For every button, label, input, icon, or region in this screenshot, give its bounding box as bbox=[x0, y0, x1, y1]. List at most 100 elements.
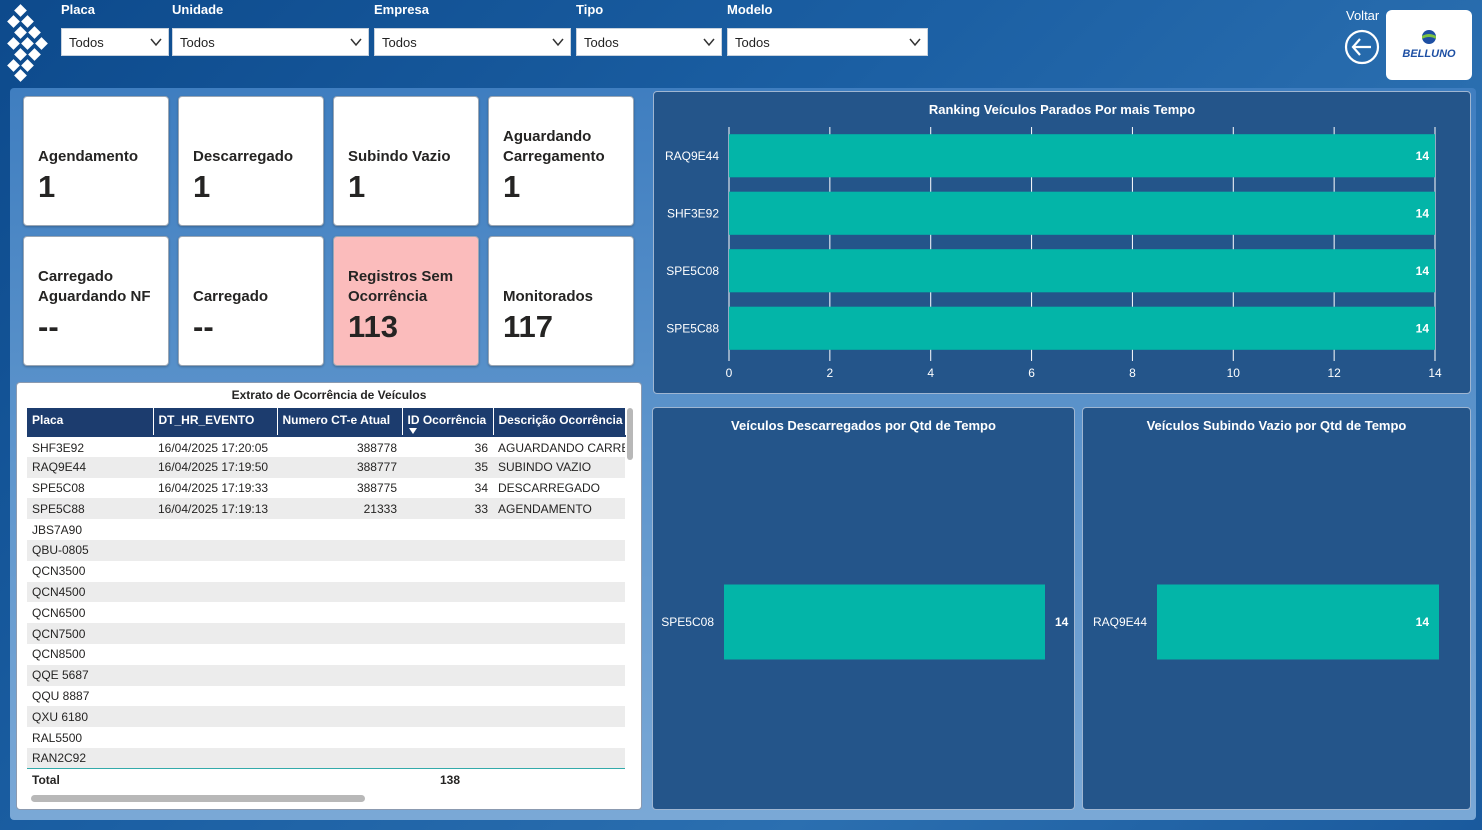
kpi-title: Descarregado bbox=[193, 148, 294, 165]
table-row[interactable]: QBU-0805 bbox=[27, 539, 625, 561]
table-cell bbox=[402, 747, 493, 769]
table-row[interactable]: SPE5C88 16/04/2025 17:19:13 21333 33 AGENDAM… bbox=[27, 498, 625, 520]
back-arrow-icon[interactable] bbox=[1343, 28, 1381, 66]
table-cell bbox=[277, 747, 402, 769]
y-category-label: SPE5C88 bbox=[666, 321, 719, 335]
table-cell bbox=[402, 519, 493, 540]
bar bbox=[729, 191, 1435, 235]
col-header-id-ocorrencia[interactable]: ID Ocorrência bbox=[402, 408, 494, 436]
col-header-placa[interactable]: Placa bbox=[27, 408, 154, 436]
kpi-descarregado[interactable]: Descarregado 1 bbox=[178, 96, 324, 226]
dropdown-value: Todos bbox=[180, 35, 215, 50]
table-row[interactable]: RAQ9E44 16/04/2025 17:19:50 388777 35 SUBIND… bbox=[27, 456, 625, 478]
table-row[interactable]: SPE5C08 16/04/2025 17:19:33 388775 34 DESCAR… bbox=[27, 478, 625, 499]
table-cell bbox=[153, 727, 277, 748]
table-cell bbox=[277, 664, 402, 686]
table-cell bbox=[277, 686, 402, 707]
dropdown-value: Todos bbox=[584, 35, 619, 50]
table-cell bbox=[402, 581, 493, 603]
kpi-title: Carregado bbox=[193, 288, 269, 305]
table-row[interactable]: QCN3500 bbox=[27, 561, 625, 582]
kpi-carregado-aguardando-nf[interactable]: Carregado Aguardando NF -- bbox=[23, 236, 169, 366]
kpi-title: Monitorados bbox=[503, 288, 593, 305]
dropdown-value: Todos bbox=[735, 35, 770, 50]
modelo-dropdown[interactable]: Todos bbox=[727, 28, 928, 56]
table-cell: 21333 bbox=[277, 498, 402, 520]
descarregados-chart-card: Veículos Descarregados por Qtd de Tempo … bbox=[652, 407, 1075, 810]
tipo-dropdown[interactable]: Todos bbox=[576, 28, 722, 56]
table-cell: QCN7500 bbox=[27, 623, 153, 644]
table-row[interactable]: QQE 5687 bbox=[27, 664, 625, 686]
table-cell: QCN6500 bbox=[32, 605, 86, 620]
filter-placa: Placa Todos bbox=[61, 2, 169, 56]
table-row[interactable]: QQU 8887 bbox=[27, 686, 625, 707]
kpi-registros-sem-ocorrencia[interactable]: Registros Sem Ocorrência 113 bbox=[333, 236, 479, 366]
table-row[interactable]: SHF3E92 16/04/2025 17:20:05 388778 36 AGUARD… bbox=[27, 435, 625, 457]
table-cell bbox=[153, 581, 277, 603]
table-cell bbox=[493, 664, 625, 686]
kpi-value: 113 bbox=[348, 309, 399, 344]
col-header-label: ID Ocorrência bbox=[407, 413, 487, 427]
ranking-chart-card: Ranking Veículos Parados Por mais Tempo … bbox=[653, 91, 1471, 394]
data-label: 14 bbox=[1416, 149, 1430, 163]
table-row[interactable]: QXU 6180 bbox=[27, 706, 625, 728]
x-tick-label: 0 bbox=[726, 366, 733, 380]
table-row[interactable]: RAN2C92 bbox=[27, 747, 625, 769]
table-cell bbox=[153, 686, 277, 707]
filter-label: Tipo bbox=[576, 2, 604, 17]
table-row[interactable]: QCN4500 bbox=[27, 581, 625, 603]
kpi-title: Registros Sem Ocorrência bbox=[348, 268, 454, 305]
table-cell: 388777 bbox=[277, 456, 402, 478]
table-row[interactable]: QCN7500 bbox=[27, 623, 625, 644]
kpi-aguardando-carregamento[interactable]: Aguardando Carregamento 1 bbox=[488, 96, 634, 226]
unidade-dropdown[interactable]: Todos bbox=[172, 28, 369, 56]
table-cell bbox=[493, 747, 625, 769]
filter-label: Modelo bbox=[727, 2, 773, 17]
chevron-down-icon bbox=[150, 38, 162, 47]
table-row[interactable]: QCN6500 bbox=[27, 602, 625, 623]
table-cell bbox=[493, 686, 625, 707]
vertical-scrollbar[interactable] bbox=[627, 408, 633, 460]
table-cell: 16/04/2025 17:19:50 bbox=[153, 456, 277, 478]
occurrence-table-card: Extrato de Ocorrência de Veículos Placa … bbox=[16, 382, 642, 810]
kpi-value: 117 bbox=[503, 309, 554, 344]
col-header-numero-cte[interactable]: Numero CT-e Atual bbox=[277, 408, 403, 436]
kpi-carregado[interactable]: Carregado -- bbox=[178, 236, 324, 366]
kpi-monitorados[interactable]: Monitorados 117 bbox=[488, 236, 634, 366]
table-cell: SHF3E92 bbox=[27, 435, 153, 457]
empresa-dropdown[interactable]: Todos bbox=[374, 28, 571, 56]
occurrence-table: Placa DT_HR_EVENTO Numero CT-e Atual ID … bbox=[27, 408, 626, 791]
table-cell: 16/04/2025 17:20:05 bbox=[153, 435, 277, 457]
total-empty bbox=[277, 768, 402, 791]
y-category-label: RAQ9E44 bbox=[1093, 615, 1147, 629]
col-header-dt-hr-evento[interactable]: DT_HR_EVENTO bbox=[153, 408, 278, 436]
table-row[interactable]: QCN8500 bbox=[27, 644, 625, 665]
kpi-title: Aguardando Carregamento bbox=[503, 128, 605, 165]
kpi-value: 1 bbox=[193, 169, 211, 204]
table-cell bbox=[402, 539, 493, 561]
table-cell: AGENDAMENTO bbox=[493, 498, 625, 520]
x-tick-label: 12 bbox=[1327, 366, 1341, 380]
table-title: Extrato de Ocorrência de Veículos bbox=[231, 388, 427, 402]
kpi-agendamento[interactable]: Agendamento 1 bbox=[23, 96, 169, 226]
table-cell bbox=[277, 623, 402, 644]
table-row[interactable]: RAL5500 bbox=[27, 727, 625, 748]
table-cell: QQU 8887 bbox=[32, 688, 90, 703]
placa-dropdown[interactable]: Todos bbox=[61, 28, 169, 56]
total-empty bbox=[153, 768, 277, 791]
data-label: 14 bbox=[1416, 615, 1430, 629]
chevron-down-icon bbox=[350, 38, 362, 47]
table-cell: RAL5500 bbox=[32, 730, 83, 745]
table-cell bbox=[153, 706, 277, 728]
kpi-subindo-vazio[interactable]: Subindo Vazio 1 bbox=[333, 96, 479, 226]
table-cell: QCN4500 bbox=[27, 581, 153, 603]
table-cell: QXU 6180 bbox=[27, 706, 153, 728]
horizontal-scrollbar[interactable] bbox=[31, 795, 365, 802]
table-cell bbox=[277, 644, 402, 665]
table-row[interactable]: JBS7A90 bbox=[27, 519, 625, 540]
col-header-descricao[interactable]: Descrição Ocorrência bbox=[493, 408, 626, 436]
kpi-value: -- bbox=[193, 309, 214, 344]
table-cell bbox=[153, 623, 277, 644]
table-cell: RAN2C92 bbox=[27, 747, 153, 769]
table-cell bbox=[493, 519, 625, 540]
